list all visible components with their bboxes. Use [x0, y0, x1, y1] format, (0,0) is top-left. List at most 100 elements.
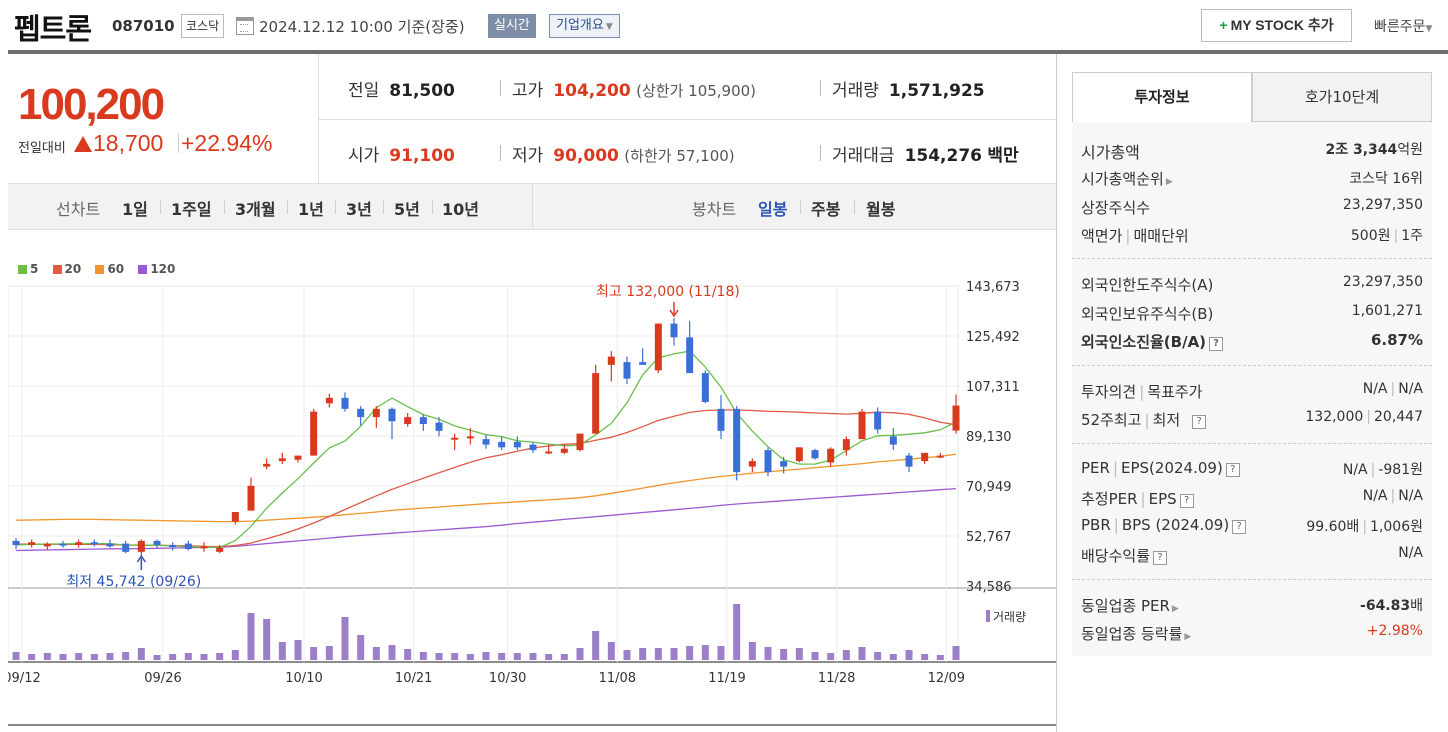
candle-body	[545, 451, 553, 454]
pipe-separator: |	[1390, 381, 1396, 397]
company-overview-button[interactable]: 기업개요 ▼	[549, 14, 620, 38]
sector-per-row[interactable]: 동일업종 PER ▶ -64.83배	[1081, 595, 1423, 619]
row-label: 외국인한도주식수(A)	[1081, 276, 1214, 294]
est-eps-label: EPS	[1148, 490, 1177, 508]
candle-body	[905, 455, 913, 467]
realtime-button[interactable]: 실시간	[488, 14, 536, 38]
pbr-row: PBR | BPS (2024.09)? 99.60배 | 1,006원	[1081, 516, 1423, 540]
volume-bar	[247, 613, 255, 660]
volume-bar	[466, 654, 474, 660]
low-value: 90,000	[553, 146, 619, 166]
candle-body	[654, 323, 662, 371]
listed-shares-row: 상장주식수 23,297,350	[1081, 197, 1423, 221]
pipe-separator: |	[1113, 516, 1119, 534]
volume-bar	[90, 654, 98, 660]
opinion-label: 투자의견	[1081, 383, 1137, 401]
tab-3y[interactable]: 3년	[346, 200, 372, 219]
bottom-divider	[8, 724, 1056, 726]
candle-body	[263, 463, 271, 467]
pbr-value: 99.60배	[1306, 519, 1360, 535]
candle-body	[498, 441, 506, 448]
price-change: 18,700	[74, 130, 163, 157]
candle-body	[404, 417, 412, 424]
52w-low-value: 20,447	[1374, 409, 1423, 425]
row-label: 상장주식수	[1081, 199, 1151, 217]
y-tick-label: 34,586	[966, 580, 1012, 595]
help-icon[interactable]: ?	[1209, 337, 1224, 351]
candle-body	[748, 461, 756, 467]
sector-change-value: +2.98%	[1366, 623, 1423, 639]
mystock-add-button[interactable]: + MY STOCK 추가	[1201, 9, 1352, 42]
candle-body	[670, 323, 678, 338]
tab-1y[interactable]: 1년	[298, 200, 324, 219]
help-icon[interactable]: ?	[1232, 520, 1247, 534]
help-icon[interactable]: ?	[1179, 494, 1194, 508]
y-tick-label: 89,130	[966, 430, 1012, 445]
volume-bar	[372, 647, 380, 660]
candle-body	[12, 540, 20, 545]
x-tick-label: 10/10	[285, 671, 322, 686]
low-price: 저가 90,000 (하한가 57,100)	[512, 141, 735, 166]
pipe-separator: |	[1140, 490, 1146, 508]
per-value: N/A	[1342, 462, 1368, 478]
candle-body	[795, 447, 803, 462]
volume-bar	[75, 653, 83, 660]
row-label: 시가총액	[1081, 143, 1140, 162]
info-body: 시가총액 2조 3,344억원 시가총액순위 ▶ 코스닥 16위 상장주식수 23,29…	[1072, 122, 1432, 656]
eps-label: EPS(2024.09)	[1121, 459, 1223, 477]
row-value: 23,297,350	[1342, 197, 1423, 213]
candle-body	[106, 543, 114, 547]
volume-bar	[184, 653, 192, 660]
bps-label: BPS (2024.09)	[1121, 516, 1230, 534]
candle-body	[90, 542, 98, 545]
legend-ma120: 120	[138, 262, 175, 276]
volume-bar	[795, 648, 803, 660]
pipe-separator: |	[1366, 409, 1371, 425]
52w-row: 52주최고 | 최저? 132,000 | 20,447	[1081, 409, 1423, 433]
chevron-right-icon: ▶	[1171, 604, 1179, 614]
sector-change-row[interactable]: 동일업종 등락률 ▶ +2.98%	[1081, 623, 1423, 647]
tab-1w[interactable]: 1주일	[171, 200, 212, 219]
low-annotation: 최저 45,742 (09/26)	[66, 574, 201, 590]
tab-investment-info[interactable]: 투자정보	[1072, 72, 1252, 122]
chart-frame	[8, 285, 959, 663]
volume-bar	[858, 647, 866, 660]
y-tick-label: 107,311	[966, 380, 1020, 395]
tab-weekly[interactable]: 주봉	[811, 200, 841, 219]
help-icon[interactable]: ?	[1225, 463, 1240, 477]
tab-monthly[interactable]: 월봉	[866, 200, 896, 219]
volume-bar	[952, 646, 960, 660]
tab-5y[interactable]: 5년	[394, 200, 420, 219]
candle-body	[874, 411, 882, 430]
x-tick-label: 10/21	[395, 671, 432, 686]
tab-3m[interactable]: 3개월	[235, 200, 276, 219]
price-chart[interactable]: 5 20 60 120 09/12 09/26 10/10 10/21 10/30 11/…	[8, 230, 1056, 732]
row-value: N/A | N/A	[1363, 381, 1423, 397]
help-icon[interactable]: ?	[1153, 551, 1168, 565]
tab-1d[interactable]: 1일	[122, 200, 148, 219]
tab-10y[interactable]: 10년	[442, 200, 479, 219]
trade-unit-label: 매매단위	[1133, 227, 1189, 245]
candle-body	[169, 544, 177, 547]
eps-value: -981원	[1378, 462, 1423, 478]
volume-bar	[498, 653, 506, 660]
x-tick-label: 11/08	[599, 671, 636, 686]
legend-ma5: 5	[18, 262, 38, 276]
tab-orderbook-10[interactable]: 호가10단계	[1252, 72, 1432, 122]
quick-order-button[interactable]: 빠른주문▼	[1374, 16, 1432, 36]
market-cap-rank-row[interactable]: 시가총액순위 ▶ 코스닥 16위	[1081, 168, 1423, 192]
market-cap-row: 시가총액 2조 3,344억원	[1081, 139, 1423, 163]
per-row: PER | EPS(2024.09)? N/A | -981원	[1081, 459, 1423, 483]
volume-bar	[607, 642, 615, 660]
sector-change-label: 동일업종 등락률	[1081, 625, 1183, 643]
volume-bar	[278, 642, 286, 660]
help-icon[interactable]: ?	[1192, 415, 1207, 429]
row-value: 코스닥 16위	[1349, 171, 1423, 187]
candle-body	[623, 362, 631, 379]
upper-limit: (상한가 105,900)	[636, 82, 757, 100]
candle-body	[341, 397, 349, 409]
candle-body	[686, 337, 694, 374]
tab-daily[interactable]: 일봉	[758, 200, 788, 219]
volume-bar	[153, 655, 161, 660]
volume-bar	[764, 647, 772, 660]
